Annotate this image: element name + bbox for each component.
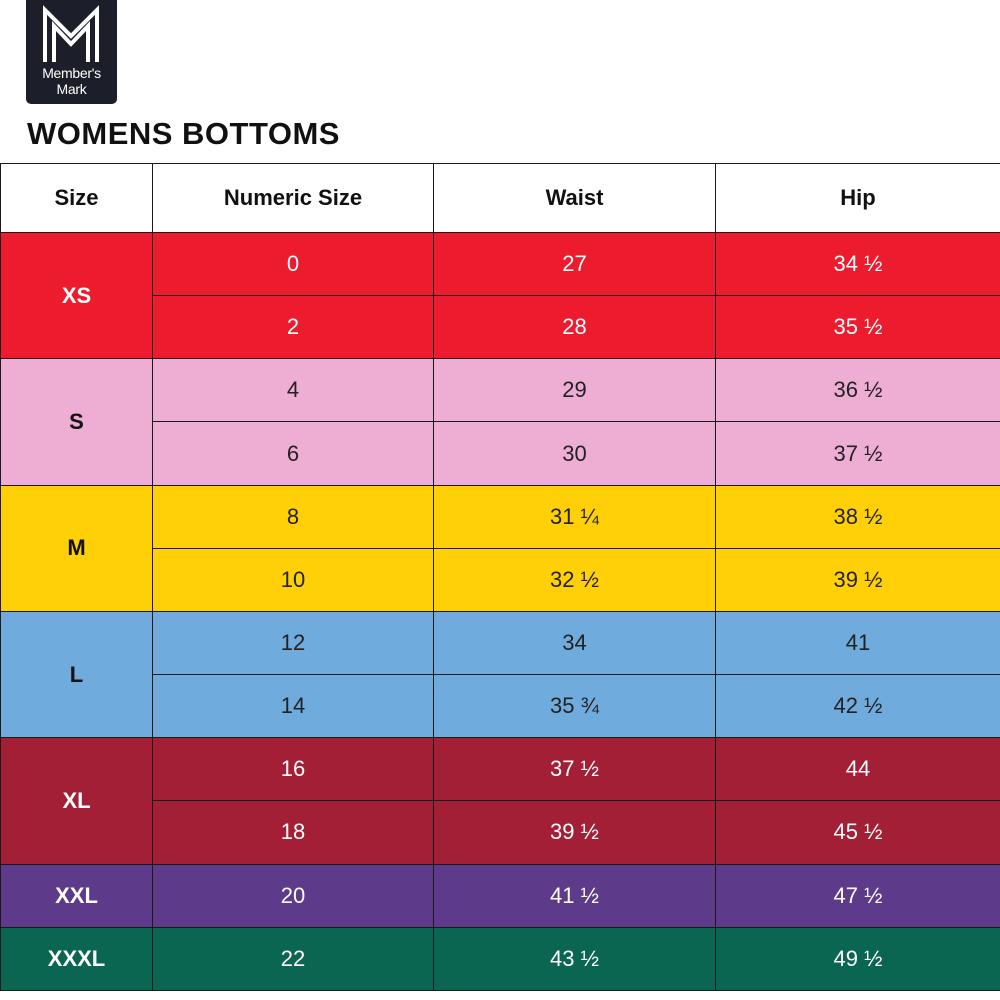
table-row: XXXL 22 43 ½ 49 ½ — [0, 926, 1000, 992]
size-label-cell: XXXL — [0, 926, 153, 992]
logo-m-mark-icon — [43, 5, 99, 62]
size-label-cell: M — [0, 484, 153, 612]
header-waist: Waist — [433, 163, 716, 233]
waist-cell: 39 ½ — [433, 800, 716, 865]
hip-cell: 38 ½ — [715, 484, 1000, 549]
table-row: S 4 29 36 ½ — [0, 358, 1000, 486]
size-label-cell: XL — [0, 737, 153, 865]
numeric-size-cell: 18 — [152, 800, 434, 865]
waist-cell: 31 ¼ — [433, 484, 716, 549]
table-row: 18 39 ½ 45 ½ — [1, 800, 1000, 865]
size-label-cell: XS — [0, 231, 153, 360]
numeric-size-cell: 10 — [152, 547, 434, 612]
hip-cell: 45 ½ — [715, 800, 1000, 865]
hip-cell: 47 ½ — [715, 863, 1000, 928]
waist-cell: 27 — [433, 231, 716, 297]
brand-name-line1: Member's — [42, 65, 101, 81]
size-label-cell: S — [0, 358, 153, 486]
brand-name-line2: Mark — [56, 81, 87, 97]
numeric-size-cell: 2 — [152, 295, 434, 360]
brand-logo: Member's Mark — [26, 0, 117, 104]
table-row: 6 30 37 ½ — [1, 421, 1000, 486]
numeric-size-cell: 14 — [152, 674, 434, 739]
table-row: XS 0 27 34 ½ — [0, 231, 1000, 360]
numeric-size-cell: 6 — [152, 421, 434, 486]
hip-cell: 35 ½ — [715, 295, 1000, 360]
hip-cell: 44 — [715, 737, 1000, 802]
waist-cell: 43 ½ — [433, 926, 716, 992]
table-row: XL 16 37 ½ 44 — [0, 737, 1000, 865]
table-row: L 12 34 41 — [0, 610, 1000, 739]
waist-cell: 41 ½ — [433, 863, 716, 928]
numeric-size-cell: 0 — [152, 231, 434, 297]
waist-cell: 34 — [433, 610, 716, 676]
hip-cell: 41 — [715, 610, 1000, 676]
waist-cell: 29 — [433, 358, 716, 423]
waist-cell: 37 ½ — [433, 737, 716, 802]
waist-cell: 30 — [433, 421, 716, 486]
hip-cell: 34 ½ — [715, 231, 1000, 297]
size-label-cell: L — [0, 610, 153, 739]
header-row: Size Numeric Size Waist Hip — [0, 163, 1000, 233]
hip-cell: 39 ½ — [715, 547, 1000, 612]
waist-cell: 32 ½ — [433, 547, 716, 612]
size-chart-table: Size Numeric Size Waist Hip XS 0 27 34 ½ 2 28… — [0, 163, 1000, 992]
numeric-size-cell: 12 — [152, 610, 434, 676]
header-size: Size — [0, 163, 153, 233]
numeric-size-cell: 4 — [152, 358, 434, 423]
page-title: WOMENS BOTTOMS — [27, 116, 340, 151]
table-row: XXL 20 41 ½ 47 ½ — [0, 863, 1000, 928]
size-label-cell: XXL — [0, 863, 153, 928]
table-row: 10 32 ½ 39 ½ — [1, 547, 1000, 612]
hip-cell: 49 ½ — [715, 926, 1000, 992]
numeric-size-cell: 22 — [152, 926, 434, 992]
size-chart-body: XS 0 27 34 ½ 2 28 35 ½ S 4 29 36 ½ 6 30 37 ½ M 8 31 ¼ 38 … — [0, 231, 1000, 992]
numeric-size-cell: 16 — [152, 737, 434, 802]
header-hip: Hip — [715, 163, 1000, 233]
waist-cell: 28 — [433, 295, 716, 360]
table-row: M 8 31 ¼ 38 ½ — [0, 484, 1000, 612]
numeric-size-cell: 8 — [152, 484, 434, 549]
hip-cell: 37 ½ — [715, 421, 1000, 486]
waist-cell: 35 ¾ — [433, 674, 716, 739]
table-row: 2 28 35 ½ — [1, 295, 1000, 360]
hip-cell: 42 ½ — [715, 674, 1000, 739]
hip-cell: 36 ½ — [715, 358, 1000, 423]
numeric-size-cell: 20 — [152, 863, 434, 928]
table-row: 14 35 ¾ 42 ½ — [1, 674, 1000, 739]
header-numeric-size: Numeric Size — [152, 163, 434, 233]
